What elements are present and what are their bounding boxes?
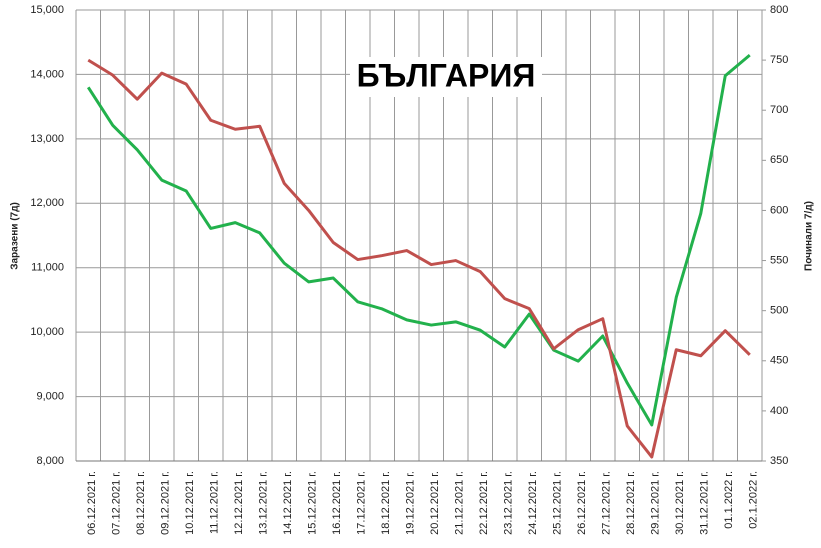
- x-tick-label: 22.12.2021 г.: [478, 471, 490, 535]
- x-tick-label: 31.12.2021 г.: [699, 471, 711, 535]
- x-tick-label: 28.12.2021 г.: [625, 471, 637, 535]
- x-tick-label: 27.12.2021 г.: [601, 471, 613, 535]
- y2-tick-label: 650: [770, 154, 788, 166]
- x-tick-label: 24.12.2021 г.: [527, 471, 539, 535]
- series-line: [87, 58, 751, 459]
- y-tick-label: 11,000: [31, 262, 64, 274]
- x-tick-label: 11.12.2021 г.: [209, 471, 221, 534]
- x-tick-label: 07.12.2021 г.: [111, 471, 123, 535]
- x-tick-label: 25.12.2021 г.: [552, 471, 564, 535]
- x-tick-label: 02.1.2022 г.: [748, 471, 760, 529]
- y2-tick-label: 800: [770, 4, 788, 16]
- series-line: [86, 53, 751, 427]
- x-tick-label: 23.12.2021 г.: [503, 471, 515, 535]
- x-tick-label: 20.12.2021 г.: [429, 471, 441, 535]
- y2-tick-label: 350: [770, 455, 788, 467]
- y2-tick-label: 400: [770, 405, 788, 417]
- x-tick-label: 17.12.2021 г.: [356, 471, 368, 535]
- title-box: [350, 57, 542, 97]
- y2-tick-label: 450: [770, 355, 788, 367]
- x-tick-label: 12.12.2021 г.: [233, 471, 245, 535]
- y-tick-label: 8,000: [36, 455, 64, 467]
- x-tick-label: 01.1.2022 г.: [723, 471, 735, 529]
- y2-tick-label: 500: [770, 305, 788, 317]
- x-tick-label: 29.12.2021 г.: [650, 471, 662, 535]
- y2-tick-label: 600: [770, 204, 788, 216]
- x-tick-label: 14.12.2021 г.: [282, 471, 294, 535]
- x-tick-label: 09.12.2021 г.: [160, 471, 172, 535]
- y-tick-label: 15,000: [30, 4, 64, 16]
- y2-tick-label: 700: [770, 104, 788, 116]
- x-tick-label: 10.12.2021 г.: [184, 471, 196, 535]
- y-tick-label: 13,000: [30, 133, 64, 145]
- x-tick-label: 06.12.2021 г.: [86, 471, 98, 535]
- x-tick-label: 16.12.2021 г.: [331, 471, 343, 535]
- x-tick-label: 08.12.2021 г.: [135, 471, 147, 535]
- x-tick-label: 13.12.2021 г.: [258, 471, 270, 535]
- y2-tick-label: 550: [770, 254, 788, 266]
- y2-tick-label: 750: [770, 54, 788, 66]
- y-tick-label: 9,000: [36, 390, 64, 402]
- y-tick-label: 12,000: [30, 197, 64, 209]
- x-tick-label: 26.12.2021 г.: [576, 471, 588, 535]
- x-tick-label: 19.12.2021 г.: [405, 471, 417, 535]
- y-axis-label: Заразени (7д): [10, 202, 21, 270]
- y2-axis-label: Починали 7/д): [804, 201, 815, 271]
- x-tick-label: 18.12.2021 г.: [380, 471, 392, 535]
- x-tick-label: 21.12.2021 г.: [454, 471, 466, 535]
- x-tick-label: 15.12.2021 г.: [307, 471, 319, 535]
- chart-title: БЪЛГАРИЯ: [357, 57, 536, 93]
- y-tick-label: 10,000: [30, 326, 64, 338]
- y-tick-label: 14,000: [30, 68, 64, 80]
- x-tick-label: 30.12.2021 г.: [674, 471, 686, 535]
